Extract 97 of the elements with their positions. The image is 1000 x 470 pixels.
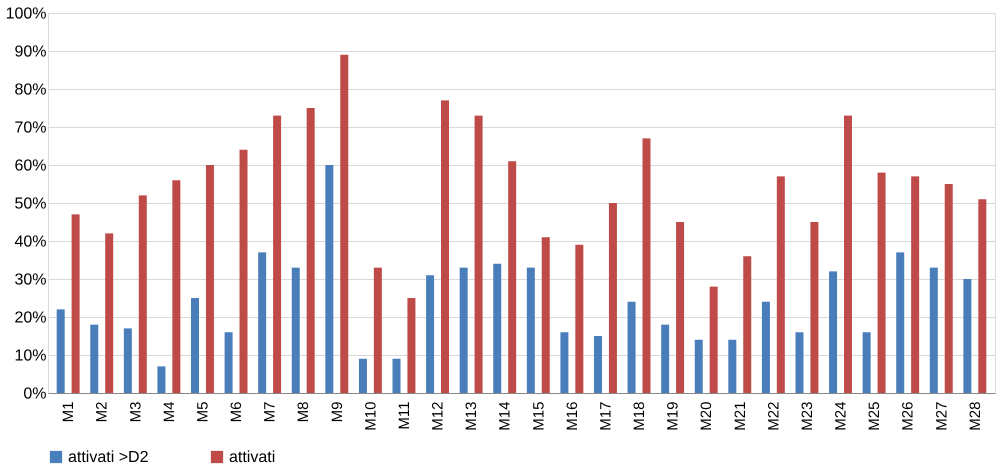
bar [526,268,535,393]
bar [508,161,516,393]
x-tick-label: M4 [160,402,178,422]
bar [762,302,770,393]
x-tick-label: M2 [94,402,111,422]
bar [575,244,584,393]
bar [594,336,602,393]
y-tick-label: 40% [14,234,46,250]
x-tick-label: M14 [496,402,514,431]
bar [206,165,214,393]
x-tick-label: M28 [966,402,984,431]
x-tick-label: M21 [732,402,749,431]
bar [426,275,434,393]
x-tick-label: M8 [295,402,312,422]
y-tick-label: 80% [14,82,46,98]
bar [743,256,752,393]
x-tick-label: M11 [396,402,413,430]
bar [661,324,670,393]
bar [172,180,180,393]
x-tick-label: M23 [798,402,816,431]
bar [978,199,986,393]
x-tick-label: M19 [664,402,682,431]
bar [795,332,804,393]
x-tick-label: M13 [463,402,480,431]
bar [358,358,367,393]
bar [105,233,114,393]
bar [878,172,886,393]
x-tick-label: M18 [631,402,648,431]
x-tick-label: M9 [328,402,346,422]
bar [138,195,147,393]
bar [72,214,80,393]
bar [191,298,200,393]
x-tick-label: M20 [698,402,716,431]
bar [340,54,348,393]
bar [124,328,132,393]
bar [896,252,904,393]
y-tick-label: 20% [14,310,46,326]
bar [374,268,382,393]
bar [862,332,871,393]
bar [460,268,468,393]
x-tick-label: M17 [597,402,614,431]
bar [642,138,650,393]
bar [157,366,166,393]
bar [930,268,938,393]
bar [493,264,502,393]
bar [292,268,300,393]
legend-label: attivati >D2 [68,449,149,466]
x-tick-label: M26 [900,402,917,431]
y-tick-label: 0% [23,386,46,402]
bar [628,302,636,393]
bar [911,176,920,393]
bar [542,237,550,393]
x-tick-label: M1 [60,402,78,422]
bar [776,176,785,393]
x-tick-label: M3 [127,402,144,422]
legend-label: attivati [229,449,276,466]
bar [325,165,334,393]
x-tick-label: M24 [832,402,850,431]
bar [441,100,450,393]
bar [810,222,818,393]
x-tick-label: M6 [228,402,246,422]
x-tick-label: M25 [866,402,884,431]
bar [392,358,400,393]
y-tick-label: 50% [14,196,46,212]
bar [676,222,684,393]
bar [474,116,483,393]
x-tick-label: M27 [933,402,950,431]
bar [306,108,315,393]
bar [944,184,953,393]
bar [829,271,838,393]
y-tick-label: 100% [6,6,46,22]
bar [560,332,568,393]
x-tick-label: M5 [194,402,212,422]
bar [728,340,736,393]
x-tick-label: M22 [765,402,782,431]
x-tick-label: M7 [262,402,279,422]
bar [258,252,266,393]
bar [56,309,65,393]
y-tick-label: 30% [14,272,46,288]
bar [224,332,233,393]
x-tick-label: M12 [430,402,447,431]
x-tick-label: M16 [564,402,581,431]
bar [273,116,282,393]
bar [694,340,703,393]
y-tick-label: 70% [14,120,46,136]
bar [240,150,248,393]
bar [710,286,718,393]
y-tick-label: 60% [14,158,46,174]
y-tick-label: 90% [14,44,46,60]
x-tick-label: M10 [362,402,380,431]
bar [844,116,852,393]
bar [608,203,617,393]
bar [963,279,972,393]
bar [90,324,98,393]
bar [407,298,416,393]
x-tick-label: M15 [530,402,548,431]
y-tick-label: 10% [14,348,46,364]
